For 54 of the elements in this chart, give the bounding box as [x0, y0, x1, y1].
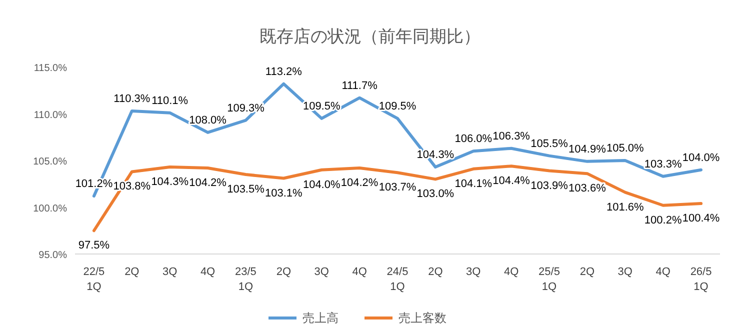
ytick: 100.0% — [33, 203, 67, 214]
label: 104.4% — [492, 175, 530, 188]
xtick: 3Q — [162, 266, 178, 278]
xtick: 23/5 1Q — [235, 266, 256, 293]
label: 103.9% — [530, 180, 568, 192]
legend: 売上高 — [302, 311, 338, 325]
label: 113.2% — [265, 66, 302, 78]
label: 103.6% — [568, 182, 606, 195]
label: 103.3% — [644, 158, 682, 170]
label: 110.3% — [114, 92, 150, 105]
xtick: 24/5 1Q — [386, 266, 408, 293]
xtick: 25/5 1Q — [538, 266, 560, 293]
ytick: 115.0% — [34, 63, 67, 74]
label: 104.2% — [340, 176, 378, 189]
label: 106.0% — [454, 133, 492, 146]
xtick: 2Q — [428, 266, 443, 278]
ytick: 110.0% — [34, 110, 67, 121]
xtick: 3Q — [314, 266, 329, 278]
xtick: 4Q — [352, 266, 367, 278]
label: 111.7% — [342, 80, 378, 92]
xtick: 3Q — [618, 266, 632, 278]
xtick: 4Q — [200, 266, 216, 278]
label: 109.5% — [378, 100, 416, 112]
label: 104.2% — [189, 176, 226, 189]
label: 100.2% — [644, 214, 682, 226]
label: 104.9% — [568, 143, 606, 156]
label: 104.1% — [454, 178, 492, 190]
ytick: 95.0% — [38, 250, 67, 261]
xtick: 2Q — [124, 266, 140, 278]
label: 103.0% — [416, 188, 454, 200]
ytick: 105.0% — [33, 156, 67, 168]
label: 106.3% — [492, 130, 530, 142]
xtick: 26/5 1Q — [690, 266, 712, 293]
label: 103.1% — [265, 187, 302, 200]
xtick: 2Q — [276, 266, 292, 278]
label: 104.0% — [302, 178, 340, 191]
label: 101.6% — [606, 201, 644, 214]
xtick: 4Q — [504, 266, 519, 278]
label: 103.5% — [227, 184, 264, 196]
legend: 売上客数 — [398, 311, 446, 325]
label: 104.0% — [682, 152, 720, 164]
label: 104.3% — [151, 176, 188, 188]
xtick: 4Q — [656, 266, 670, 278]
label: 105.5% — [530, 138, 568, 150]
title: 既存店の状況（前年同期比） — [260, 27, 480, 46]
label: 108.0% — [189, 114, 226, 126]
label: 105.0% — [606, 142, 644, 154]
xtick: 2Q — [580, 266, 595, 278]
label: 100.4% — [682, 212, 720, 224]
xtick: 22/5 1Q — [83, 266, 105, 293]
xtick: 3Q — [466, 266, 481, 278]
label: 97.5% — [78, 240, 110, 252]
label: 110.1% — [152, 94, 188, 107]
label: 103.7% — [378, 182, 416, 194]
